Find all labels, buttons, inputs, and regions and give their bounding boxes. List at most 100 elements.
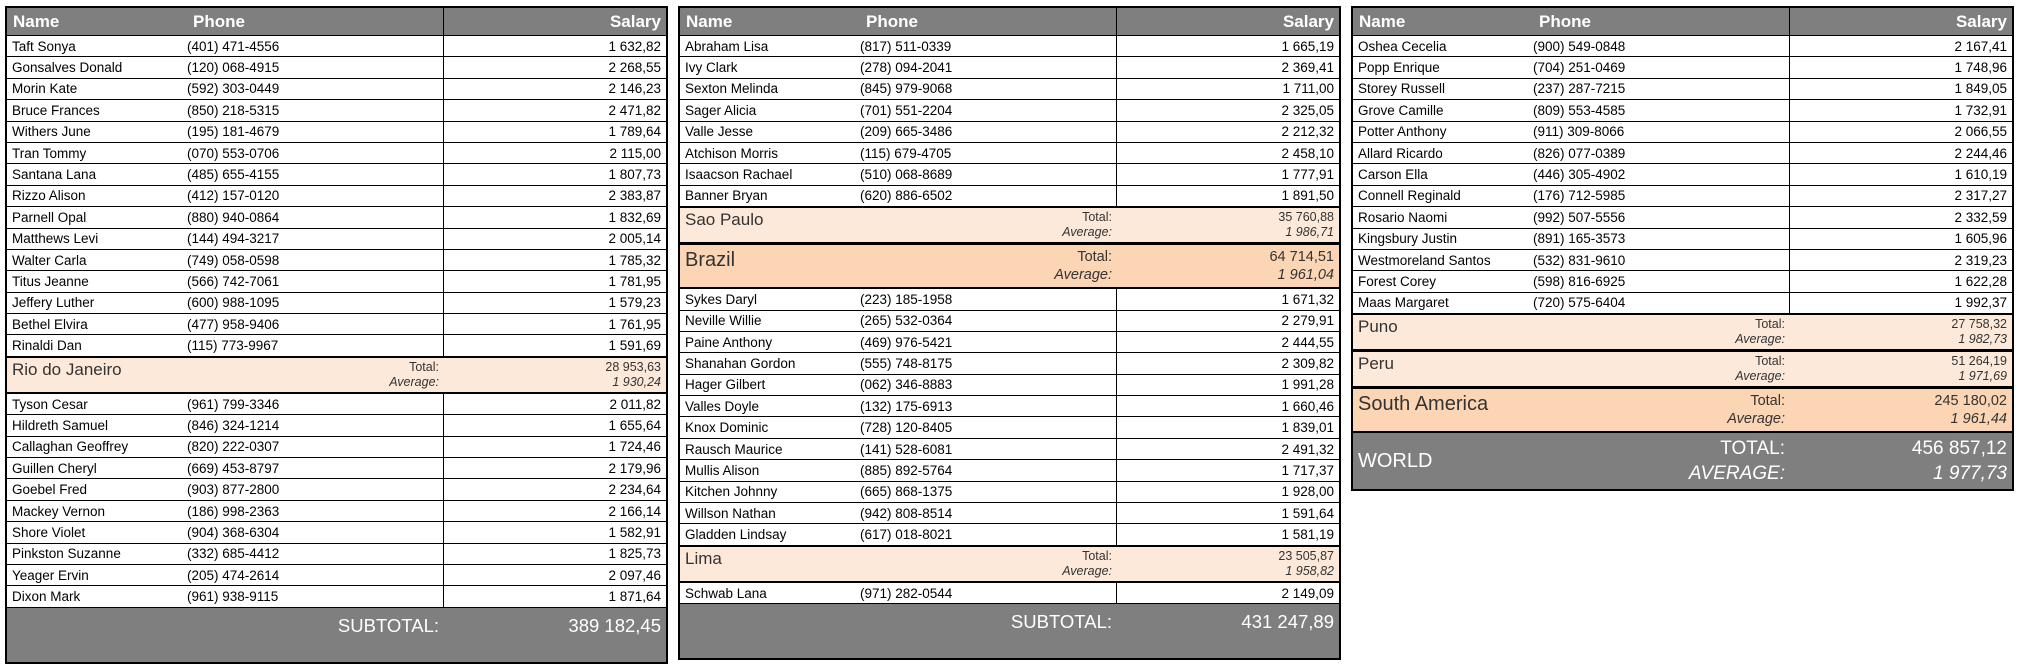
total-value: 64 714,51 [1269,249,1334,266]
table-row: Potter Anthony (911) 309-8066 2 066,55 [1353,121,2012,143]
phone-cell: (911) 309-8066 [1533,124,1625,140]
table-row: Callaghan Geoffrey (820) 222-0307 1 724,46 [7,436,666,459]
table-row: Kingsbury Justin (891) 165-3573 1 605,96 [1353,228,2012,250]
salary-cell: 1 591,69 [443,335,666,356]
salary-cell: 1 807,73 [443,164,666,185]
group-south-america-lines: Total: 245 180,02 Average: 1 961,44 [1533,392,2012,428]
name-cell: Taft Sonya [12,38,76,54]
salary-cell: 2 167,41 [1789,36,2012,57]
phone-cell: (665) 868-1375 [860,484,953,500]
name-cell: Forest Corey [1358,273,1437,289]
subtotal-row: SUBTOTAL: 389 182,45 [7,607,666,662]
total-label: Total: [1082,210,1112,225]
phone-column-header: Phone [866,11,918,31]
phone-cell: (845) 979-9068 [860,81,953,97]
subtotal-label: SUBTOTAL: [337,614,439,636]
salary-cell: 1 579,23 [443,292,666,314]
name-cell: Schwab Lana [685,585,767,601]
name-cell: Allard Ricardo [1358,145,1443,161]
name-cell: Westmoreland Santos [1358,252,1491,268]
table-row: Tran Tommy (070) 553-0706 2 115,00 [7,142,666,165]
subtotal-value: 431 247,89 [1241,611,1334,633]
table-row: Oshea Cecelia (900) 549-0848 2 167,41 [1353,36,2012,58]
salary-cell: 2 383,87 [443,185,666,207]
average-label: Average: [1727,411,1785,428]
total-value: 28 953,63 [605,359,661,374]
name-cell: Titus Jeanne [12,273,89,289]
name-cell: Shore Violet [12,524,86,540]
phone-cell: (144) 494-3217 [187,231,280,247]
table-row: Withers June (195) 181-4679 1 789,64 [7,121,666,143]
name-cell: Guillen Cheryl [12,460,97,476]
salary-cell: 2 458,10 [1116,142,1339,164]
phone-cell: (961) 799-3346 [187,396,280,412]
table-row: Gonsalves Donald (120) 068-4915 2 268,55 [7,57,666,79]
group-name: Brazil [685,249,736,272]
name-cell: Gonsalves Donald [12,60,123,76]
phone-cell: (555) 748-8175 [860,355,953,371]
salary-cell: 1 781,95 [443,271,666,292]
name-cell: Kitchen Johnny [685,484,778,500]
table-row: Valle Jesse (209) 665-3486 2 212,32 [680,121,1339,143]
name-cell: Pinkston Suzanne [12,546,121,562]
table-row: Atchison Morris (115) 679-4705 2 458,10 [680,142,1339,165]
name-cell: Atchison Morris [685,145,779,161]
name-cell: Hildreth Samuel [12,417,109,433]
table-row: Hildreth Samuel (846) 324-1214 1 655,64 [7,415,666,437]
group-row-brazil: Brazil Total: 64 714,51 Average: 1 961,04 [680,244,1339,290]
salary-cell: 1 717,37 [1116,460,1339,481]
phone-cell: (704) 251-0469 [1533,60,1626,76]
subtotal-line: SUBTOTAL: 431 247,89 [860,610,1339,634]
average-value: 1 986,71 [1285,225,1334,240]
table-row: Knox Dominic (728) 120-8405 1 839,01 [680,417,1339,439]
table-row: Abraham Lisa (817) 511-0339 1 665,19 [680,36,1339,58]
phone-cell: (132) 175-6913 [860,398,953,414]
table-row: Sager Alicia (701) 551-2204 2 325,05 [680,100,1339,122]
table-row: Yeager Ervin (205) 474-2614 2 097,46 [7,564,666,587]
average-value: 1 930,24 [612,374,661,389]
name-cell: Kingsbury Justin [1358,231,1458,247]
total-label: Total: [1755,317,1785,332]
salary-cell: 2 491,32 [1116,438,1339,460]
table-row: Westmoreland Santos (532) 831-9610 2 319,2… [1353,249,2012,272]
salary-cell: 2 471,82 [443,100,666,121]
total-label: Total: [409,359,439,374]
phone-cell: (332) 685-4412 [187,546,280,562]
group-row-puno: Puno Total: 27 758,32 Average: 1 982,73 [1353,314,2012,352]
salary-cell: 2 317,27 [1789,185,2012,207]
salary-cell: 2 097,46 [443,564,666,586]
table-header-row: Name Phone Salary [1353,8,2012,36]
salary-cell: 2 319,23 [1789,249,2012,271]
total-value: 27 758,32 [1951,317,2007,332]
table-row: Walter Carla (749) 058-0598 1 785,32 [7,249,666,272]
salary-cell: 2 444,55 [1116,331,1339,353]
name-cell: Mackey Vernon [12,503,106,519]
average-value: 1 971,69 [1958,369,2007,384]
group-rio-do-janeiro-lines: Total: 28 953,63 Average: 1 930,24 [187,360,666,390]
table-row: Carson Ella (446) 305-4902 1 610,19 [1353,164,2012,186]
phone-cell: (278) 094-2041 [860,60,953,76]
name-cell: Sykes Daryl [685,291,758,307]
salary-cell: 1 761,95 [443,314,666,335]
name-cell: Potter Anthony [1358,124,1447,140]
table-row: Tyson Cesar (961) 799-3346 2 011,82 [7,393,666,416]
phone-cell: (669) 453-8797 [187,460,280,476]
table-row: Matthews Levi (144) 494-3217 2 005,14 [7,228,666,250]
name-cell: Bethel Elvira [12,316,88,332]
world-average-label: AVERAGE: [1688,463,1785,485]
phone-cell: (485) 655-4155 [187,167,280,183]
average-label: Average: [1062,563,1112,578]
table-row: Valles Doyle (132) 175-6913 1 660,46 [680,396,1339,418]
group-name: South America [1358,393,1489,416]
name-cell: Rosario Naomi [1358,209,1448,225]
name-cell: Matthews Levi [12,231,99,247]
table-row: Bruce Frances (850) 218-5315 2 471,82 [7,100,666,122]
phone-cell: (728) 120-8405 [860,420,953,436]
name-cell: Rizzo Alison [12,188,86,204]
salary-column-header: Salary [1116,8,1339,35]
name-cell: Mullis Alison [685,462,760,478]
group-puno-lines: Total: 27 758,32 Average: 1 982,73 [1533,317,2012,347]
phone-cell: (891) 165-3573 [1533,231,1626,247]
phone-cell: (600) 988-1095 [187,295,280,311]
phone-cell: (850) 218-5315 [187,102,280,118]
